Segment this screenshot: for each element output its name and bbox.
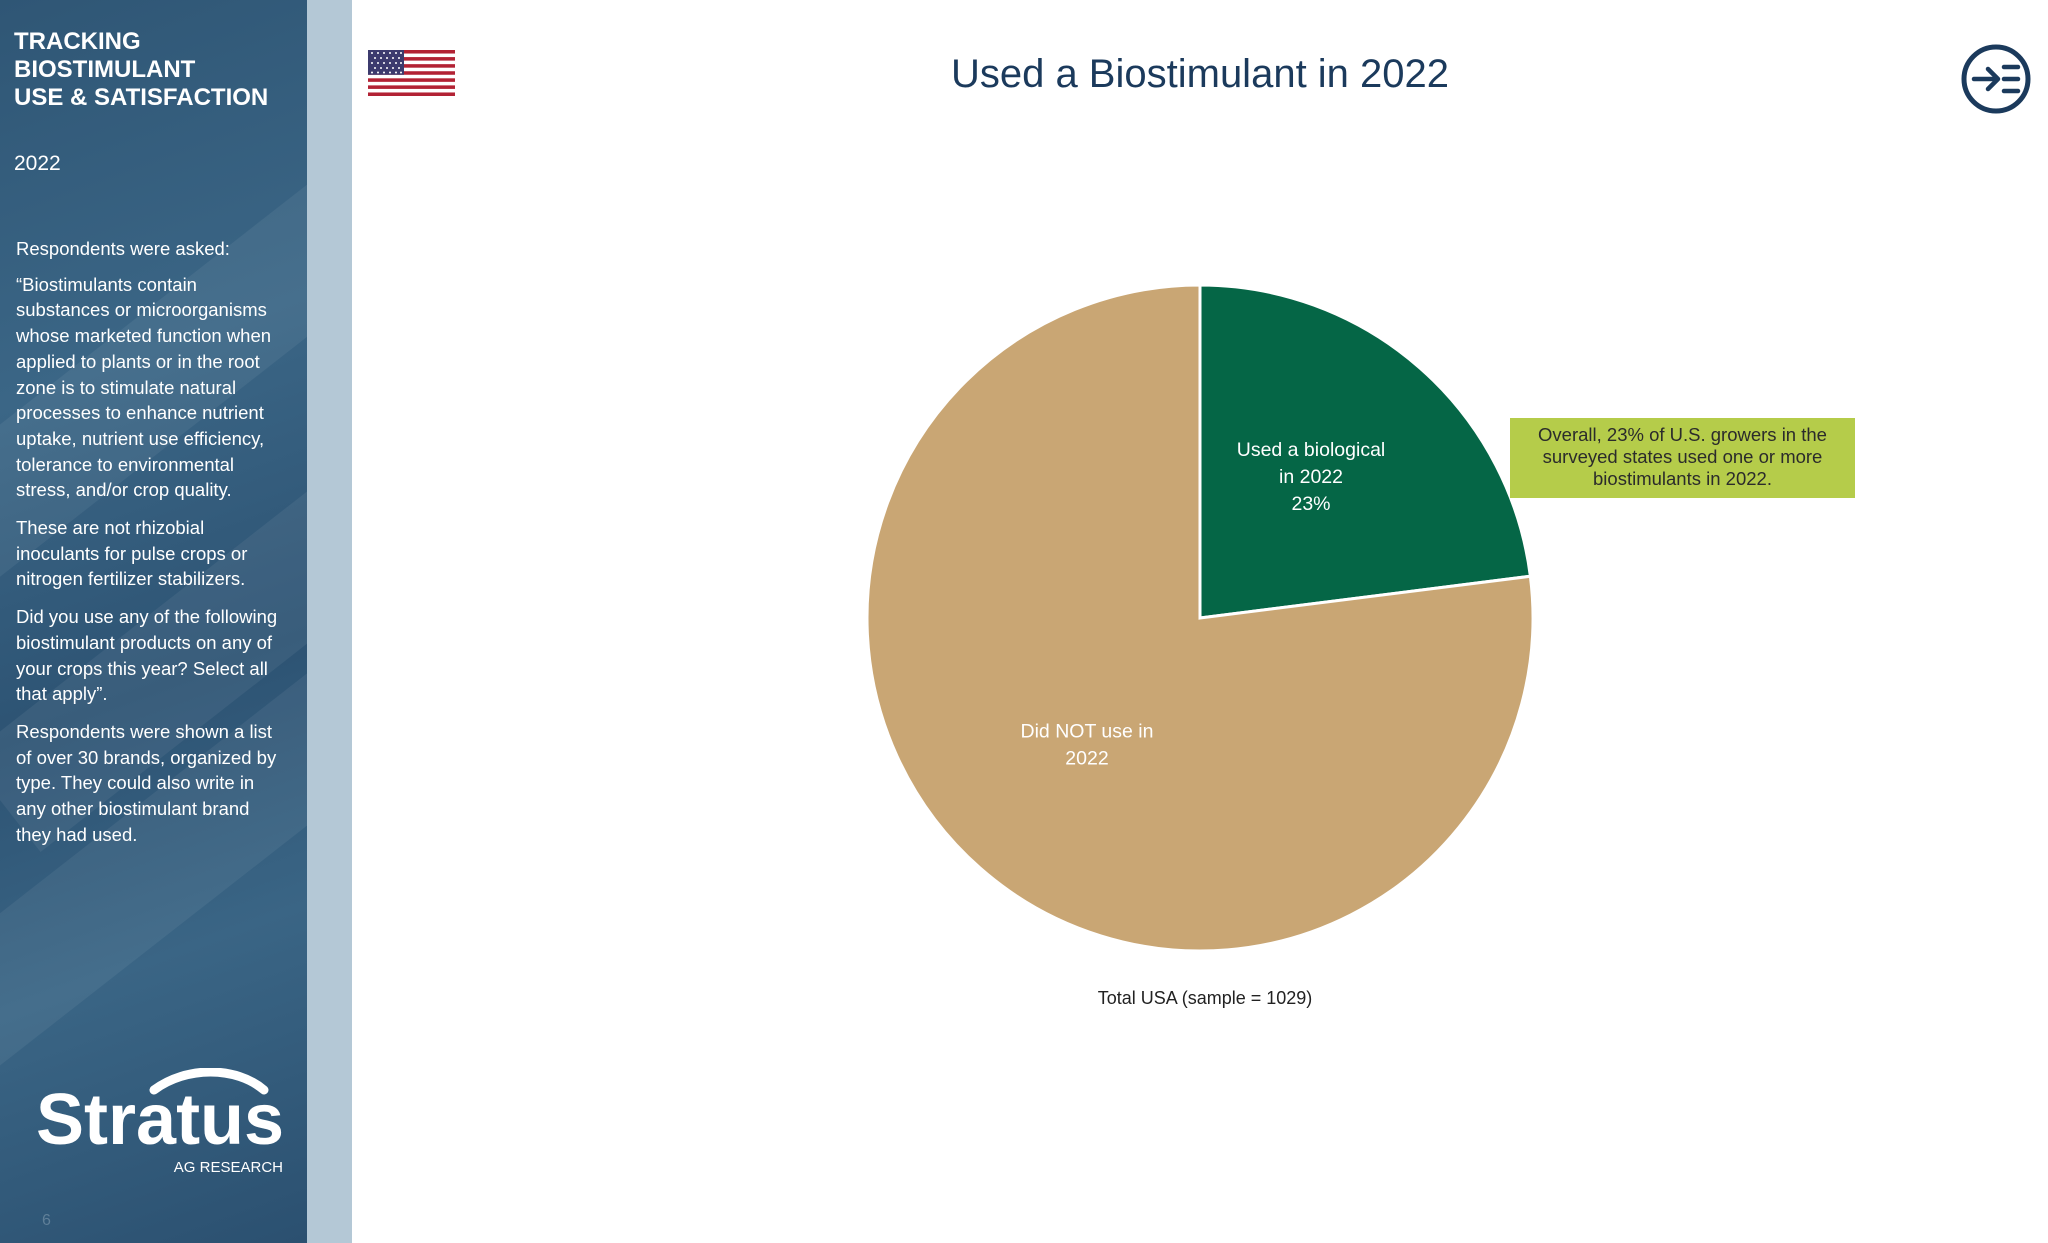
callout-line: biostimulants in 2022. [1593,468,1772,489]
sidebar-title-line: TRACKING [14,28,141,55]
pie-slice-label-line: Used a biological [1237,439,1386,461]
sidebar-paragraph: Respondents were shown a list of over 30… [16,720,277,845]
sidebar-edge [307,0,352,1243]
sidebar-title: TRACKING BIOSTIMULANT USE & SATISFACTION [14,28,294,112]
page-title: Used a Biostimulant in 2022 [950,52,1450,96]
pie-slice-label-line: 2022 [1065,748,1108,770]
pie-slice [1198,283,1533,620]
callout-line: surveyed states used one or more [1542,446,1823,467]
sidebar-paragraph: These are not rhizobial inoculants for p… [16,517,248,590]
sidebar: TRACKING BIOSTIMULANT USE & SATISFACTION… [0,0,307,1243]
pie-slice-label-line: Did NOT use in [1021,721,1154,743]
pie-slice-label: Did NOT use in 2022 [1021,721,1154,770]
pie-slice-label: Used a biological in 2022 23% [1237,439,1386,515]
sidebar-year: 2022 [14,152,61,175]
pie-slice-label-line: in 2022 [1279,466,1343,488]
pie-slice [865,283,1535,953]
arrow-into-list-icon[interactable] [1960,43,2032,115]
sidebar-title-line: BIOSTIMULANT [14,56,196,83]
pie-slice-label-line: 23% [1291,493,1330,515]
sidebar-paragraph: Respondents were asked: [16,238,230,259]
logo-wordmark: Stratus [36,1080,284,1160]
callout-line: Overall, 23% of U.S. growers in the [1538,424,1827,445]
pie-chart: Used a biological in 2022 23% Did NOT use i… [865,283,1535,953]
sidebar-paragraph: Did you use any of the following biostim… [16,606,278,705]
us-flag-icon [368,50,455,96]
sidebar-title-line: USE & SATISFACTION [14,84,269,111]
sidebar-paragraph: “Biostimulants contain substances or mic… [16,273,272,501]
logo-subtext: AG RESEARCH [174,1159,283,1176]
page-number: 6 [42,1212,51,1229]
chart-caption: Total USA (sample = 1029) [1097,988,1313,1008]
sidebar-description: Respondents were asked: “Biostimulants c… [16,236,286,859]
callout-box: Overall, 23% of U.S. growers in the surv… [1510,418,1855,498]
stratus-logo: Stratus AG RESEARCH [36,1068,284,1176]
